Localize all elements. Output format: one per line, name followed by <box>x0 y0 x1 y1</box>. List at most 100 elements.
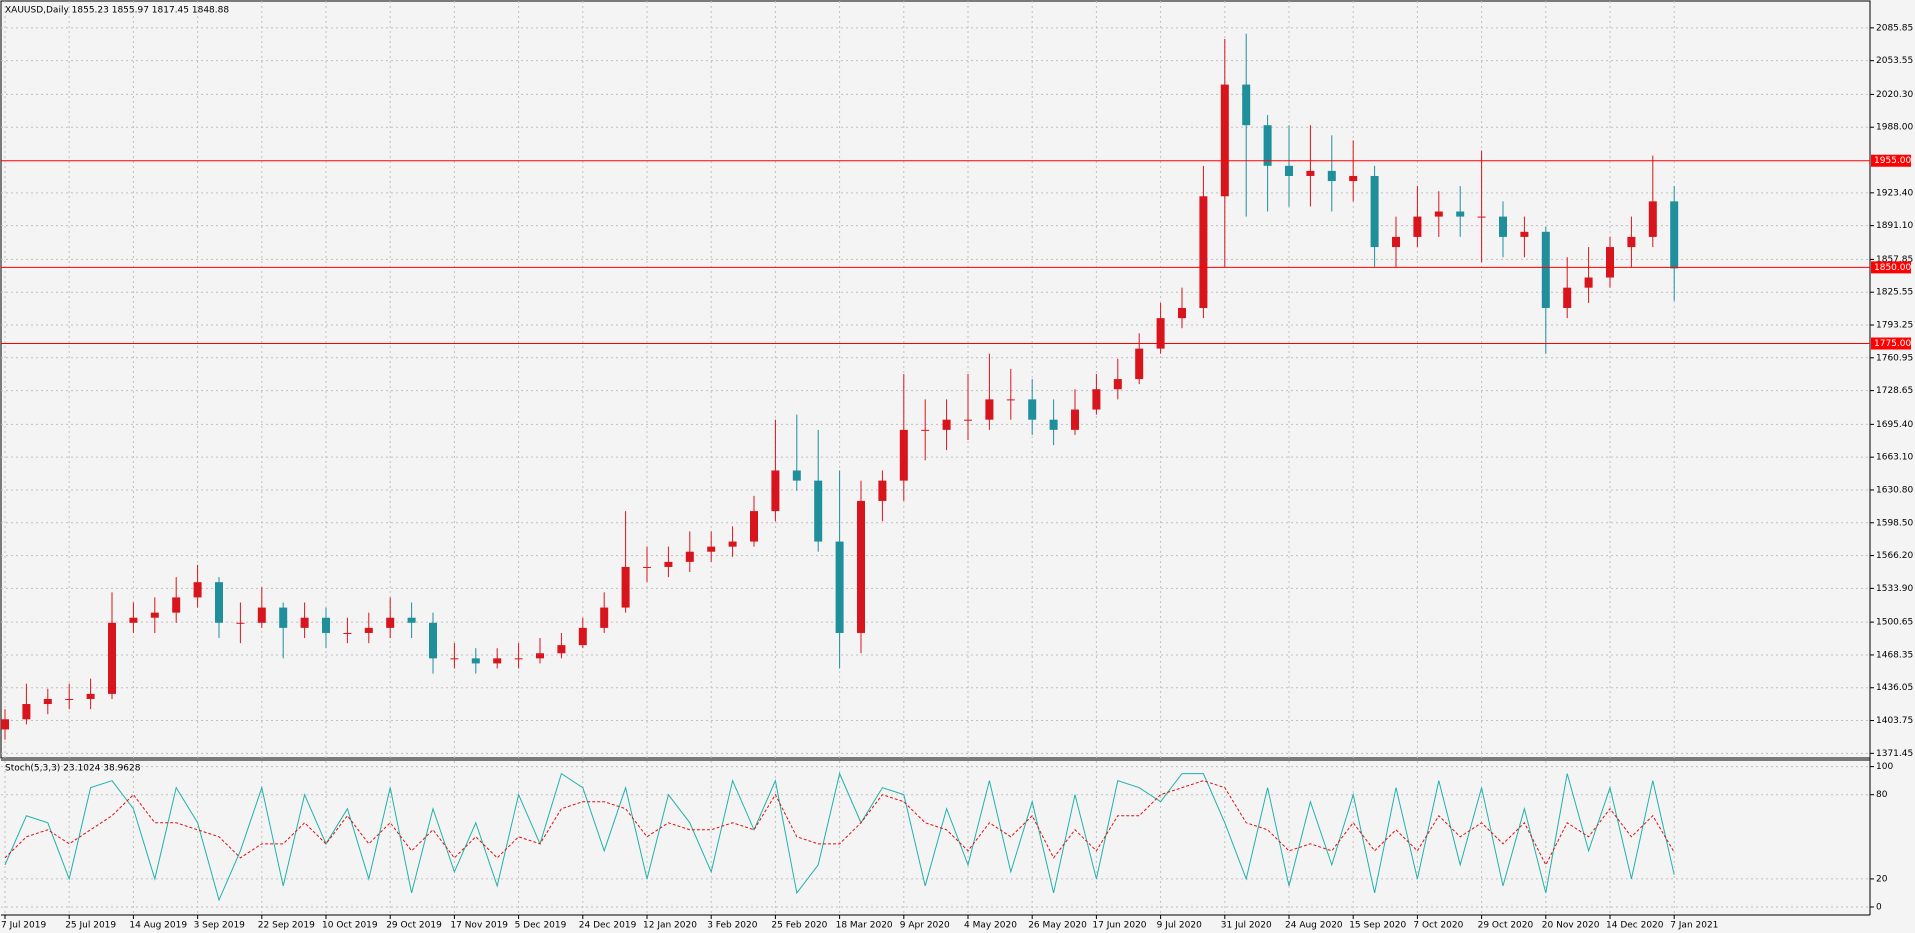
marks <box>1 33 1870 902</box>
labels: 2085.85 2053.55 2020.30 1988.00 1923.40 1891.… <box>1 23 1913 930</box>
x-tick-label: 17 Nov 2019 <box>450 921 508 931</box>
y-tick-label: 1857.85 <box>1876 255 1913 265</box>
candle-body <box>1520 231 1529 237</box>
candle-body <box>1242 84 1251 126</box>
y-tick-label: 1988.00 <box>1876 123 1913 133</box>
y-tick-label: 1598.50 <box>1876 518 1913 528</box>
candle-body <box>22 704 31 720</box>
candle-body <box>857 500 865 633</box>
candle-body <box>771 470 780 512</box>
x-tick-label: 3 Feb 2020 <box>707 921 758 931</box>
candle-body <box>1627 236 1636 248</box>
candle-body <box>279 607 288 628</box>
candle-body <box>1092 389 1101 410</box>
candle-body <box>493 658 502 664</box>
candle-body <box>322 617 330 633</box>
candle-body <box>685 551 694 562</box>
candle-body <box>108 622 116 694</box>
x-tick-label: 15 Sep 2020 <box>1349 921 1406 931</box>
candle-body <box>1071 409 1079 430</box>
y-tick-label: 1760.95 <box>1876 353 1913 363</box>
x-tick-label: 7 Jan 2021 <box>1670 921 1718 931</box>
x-tick-label: 29 Oct 2019 <box>386 921 442 931</box>
candle-body <box>664 561 673 567</box>
candle-body <box>364 627 373 633</box>
y-tick-label: 1371.45 <box>1876 749 1913 759</box>
candle-body <box>1220 84 1229 197</box>
candle-body <box>129 617 138 623</box>
candle-body <box>835 541 844 633</box>
candle-body <box>750 511 758 542</box>
candle-body <box>450 658 459 660</box>
candle-body <box>814 480 823 542</box>
x-tick-label: 24 Aug 2020 <box>1285 921 1343 931</box>
y-tick-label: 1566.20 <box>1876 551 1913 561</box>
candle-body <box>150 612 159 618</box>
level-label: 1955.00 <box>1874 156 1911 166</box>
candle-body <box>557 645 566 654</box>
level-label-box <box>1871 154 1911 167</box>
candle-body <box>878 480 887 501</box>
y-tick-label: 1500.65 <box>1876 618 1913 628</box>
candle-body <box>1113 379 1122 390</box>
y-tick-label: 2020.30 <box>1876 90 1913 100</box>
y-tick-label: 80 <box>1876 790 1888 800</box>
y-tick-label: 1793.25 <box>1876 321 1913 331</box>
candle-body <box>1178 307 1186 319</box>
candle-body <box>1648 201 1657 237</box>
candle-body <box>985 399 994 420</box>
y-tick-label: 1403.75 <box>1876 716 1913 726</box>
candle-body <box>728 541 737 547</box>
candle-body <box>1049 419 1058 430</box>
x-tick-label: 31 Jul 2020 <box>1221 921 1272 931</box>
candle-body <box>1327 170 1336 182</box>
y-tick-label: 100 <box>1876 762 1893 772</box>
level-label-box <box>1871 261 1911 274</box>
candle-body <box>921 429 930 431</box>
y-tick-label: 1695.40 <box>1876 420 1913 430</box>
level-label: 1775.00 <box>1874 339 1911 349</box>
candle-body <box>707 546 716 552</box>
candle-body <box>386 617 395 628</box>
candle-body <box>300 617 309 628</box>
y-tick-label: 2053.55 <box>1876 56 1913 66</box>
candle-body <box>643 566 651 568</box>
candle-body <box>1606 247 1614 278</box>
y-tick-label: 1825.55 <box>1876 288 1913 298</box>
x-tick-label: 25 Feb 2020 <box>771 921 827 931</box>
candle-body <box>1392 236 1400 248</box>
y-tick-label: 1533.90 <box>1876 584 1913 594</box>
candle-body <box>215 582 223 623</box>
level-label: 1850.00 <box>1874 263 1911 273</box>
candle-body <box>792 470 801 481</box>
grid <box>1 1 1870 914</box>
x-tick-label: 3 Sep 2019 <box>194 921 246 931</box>
candle-body <box>578 627 587 646</box>
x-tick-label: 22 Sep 2019 <box>258 921 315 931</box>
candle-body <box>407 617 416 623</box>
y-tick-label: 1923.40 <box>1876 188 1913 198</box>
candle-body <box>1199 196 1208 308</box>
x-tick-label: 24 Dec 2019 <box>579 921 637 931</box>
x-tick-label: 29 Oct 2020 <box>1478 921 1534 931</box>
candle-body <box>621 566 630 608</box>
candle-body <box>236 622 245 624</box>
candle-body <box>1263 125 1272 166</box>
candle-body <box>43 698 52 705</box>
x-tick-label: 10 Oct 2019 <box>322 921 378 931</box>
x-tick-label: 9 Jul 2020 <box>1157 921 1202 931</box>
y-tick-label: 1663.10 <box>1876 453 1913 463</box>
y-tick-label: 1630.80 <box>1876 485 1913 495</box>
x-tick-label: 7 Jul 2019 <box>1 921 46 931</box>
candle-body <box>1413 216 1422 237</box>
candle-body <box>964 419 972 421</box>
candle-body <box>600 607 609 628</box>
y-tick-label: 20 <box>1876 874 1888 884</box>
stoch-line <box>4 780 1675 866</box>
candle-body <box>1135 348 1144 380</box>
y-tick-label: 1468.35 <box>1876 650 1913 660</box>
y-tick-label: 0 <box>1876 902 1882 912</box>
